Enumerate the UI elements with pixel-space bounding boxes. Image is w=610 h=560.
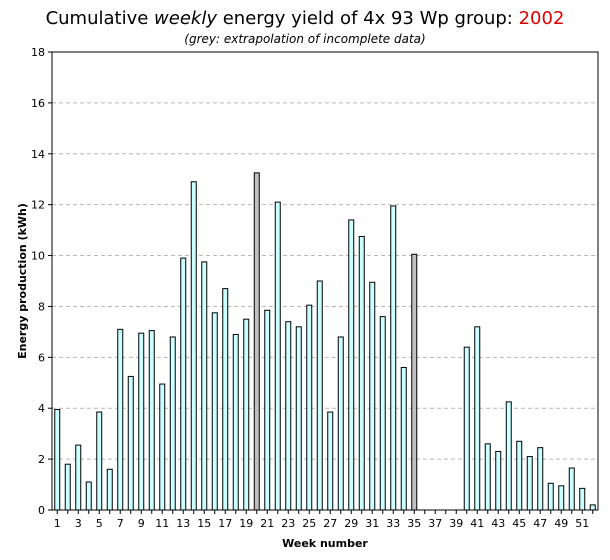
bar <box>85 481 92 511</box>
y-tick-label: 12 <box>31 199 45 212</box>
bar <box>495 450 502 511</box>
y-tick-label: 16 <box>31 97 45 110</box>
bar <box>369 281 376 511</box>
x-tick-label: 15 <box>197 517 211 530</box>
bar <box>327 411 334 511</box>
x-tick-label: 31 <box>365 517 379 530</box>
x-tick-label: 51 <box>575 517 589 530</box>
x-tick-label: 49 <box>554 517 568 530</box>
bar <box>390 205 397 511</box>
bar <box>190 181 197 511</box>
y-axis-label: Energy production (kWh) <box>16 203 29 359</box>
bar <box>589 504 596 511</box>
y-tick-label: 0 <box>38 504 45 517</box>
chart-title: Cumulative weekly energy yield of 4x 93 … <box>45 8 565 29</box>
y-tick-label: 18 <box>31 46 45 59</box>
bar <box>358 235 365 511</box>
bar <box>127 375 134 511</box>
x-tick-label: 37 <box>428 517 442 530</box>
bar <box>516 440 523 511</box>
x-tick-label: 47 <box>533 517 547 530</box>
bar <box>295 326 302 511</box>
x-tick-label: 21 <box>260 517 274 530</box>
x-tick-label: 39 <box>449 517 463 530</box>
x-tick-label: 27 <box>323 517 337 530</box>
y-tick-label: 10 <box>31 250 45 263</box>
x-tick-label: 33 <box>386 517 400 530</box>
bar <box>337 336 344 511</box>
x-tick-label: 13 <box>176 517 190 530</box>
x-tick-label: 9 <box>138 517 145 530</box>
bar <box>96 411 103 511</box>
bar <box>316 280 323 511</box>
bar-extrapolated <box>253 172 260 511</box>
x-tick-label: 11 <box>155 517 169 530</box>
bar <box>159 383 166 511</box>
bar <box>463 346 470 511</box>
bar <box>54 408 61 511</box>
bar <box>180 257 187 511</box>
x-ticks: 1 3 5 7 9 11 13 15 17 19 21 23 25 27 29 31 33 35 37 39 41 43 4… <box>54 510 594 530</box>
x-tick-label: 25 <box>302 517 316 530</box>
x-tick-label: 1 <box>54 517 61 530</box>
bar <box>306 304 313 511</box>
y-tick-label: 8 <box>38 300 45 313</box>
bar <box>505 401 512 511</box>
x-axis-label: Week number <box>282 537 368 550</box>
y-tick-label: 6 <box>38 351 45 364</box>
bar <box>484 443 491 511</box>
x-tick-label: 43 <box>491 517 505 530</box>
plot-frame <box>51 51 599 511</box>
bar <box>222 288 229 511</box>
bar <box>579 487 586 511</box>
bar <box>526 456 533 511</box>
chart-subtitle: (grey: extrapolation of incomplete data) <box>184 32 426 46</box>
bar <box>274 201 281 511</box>
y-tick-label: 2 <box>38 453 45 466</box>
bar <box>138 332 145 511</box>
gridlines <box>52 102 598 460</box>
bar <box>169 336 176 511</box>
x-tick-label: 29 <box>344 517 358 530</box>
x-tick-label: 19 <box>239 517 253 530</box>
bar <box>379 316 386 511</box>
bar-extrapolated <box>411 253 418 511</box>
bar <box>148 330 155 511</box>
bar <box>348 219 355 511</box>
x-tick-label: 41 <box>470 517 484 530</box>
y-ticks: 0 2 4 6 8 10 12 14 16 18 <box>31 46 52 517</box>
bar <box>243 318 250 511</box>
x-tick-label: 35 <box>407 517 421 530</box>
title-year: 2002 <box>518 8 565 29</box>
x-tick-label: 23 <box>281 517 295 530</box>
x-tick-label: 45 <box>512 517 526 530</box>
y-tick-label: 14 <box>31 148 45 161</box>
bar <box>211 312 218 511</box>
x-tick-label: 17 <box>218 517 232 530</box>
bar <box>201 261 208 511</box>
y-tick-label: 4 <box>38 402 45 415</box>
bar <box>117 328 124 511</box>
bar <box>558 485 565 511</box>
bar <box>474 326 481 511</box>
x-tick-label: 5 <box>96 517 103 530</box>
bar <box>232 333 239 511</box>
bar <box>106 468 113 511</box>
bar <box>64 463 71 511</box>
bar <box>537 447 544 511</box>
bar <box>285 321 292 511</box>
bar <box>75 444 82 511</box>
bar <box>400 367 407 511</box>
bar <box>547 482 554 511</box>
bar <box>568 467 575 511</box>
x-tick-label: 7 <box>117 517 124 530</box>
x-tick-label: 3 <box>75 517 82 530</box>
bar <box>264 309 271 511</box>
